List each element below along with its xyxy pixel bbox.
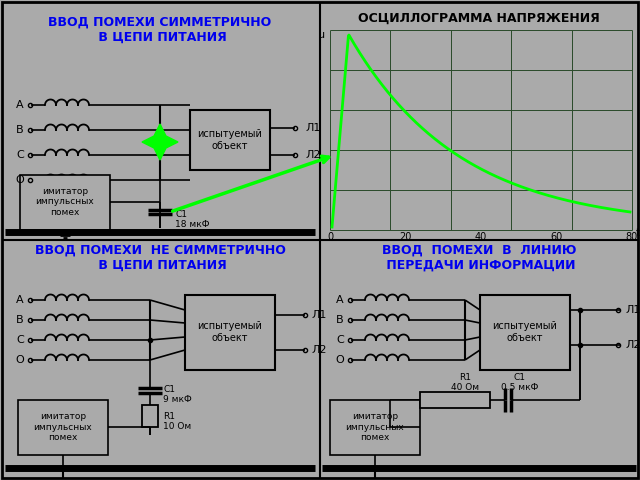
Text: испытуемый
объект: испытуемый объект [493, 321, 557, 343]
Text: R1
40 Ом: R1 40 Ом [451, 372, 479, 392]
Text: A: A [16, 295, 24, 305]
Bar [18, 400, 108, 455]
Text: Л1: Л1 [625, 305, 640, 315]
Text: ВВОД ПОМЕХИ  НЕ СИММЕТРИЧНО
 В ЦЕПИ ПИТАНИЯ: ВВОД ПОМЕХИ НЕ СИММЕТРИЧНО В ЦЕПИ ПИТАНИ… [35, 244, 285, 272]
Bar [480, 295, 570, 370]
Text: испытуемый
объект: испытуемый объект [198, 321, 262, 343]
Text: B: B [336, 315, 344, 325]
Bar [330, 400, 420, 455]
Bar [330, 30, 632, 230]
Text: A: A [336, 295, 344, 305]
Text: 40: 40 [475, 232, 487, 242]
Text: Л2: Л2 [311, 345, 326, 355]
Text: 60: 60 [550, 232, 563, 242]
Text: C: C [16, 150, 24, 160]
Text: C: C [336, 335, 344, 345]
Text: испытуемый
объект: испытуемый объект [198, 129, 262, 151]
Text: O: O [15, 355, 24, 365]
Bar [420, 392, 490, 408]
Text: С1
0.5 мкФ: С1 0.5 мкФ [501, 372, 539, 392]
Text: C: C [16, 335, 24, 345]
Bar [190, 110, 270, 170]
Text: B: B [16, 125, 24, 135]
Text: ВВОД ПОМЕХИ СИММЕТРИЧНО
 В ЦЕПИ ПИТАНИЯ: ВВОД ПОМЕХИ СИММЕТРИЧНО В ЦЕПИ ПИТАНИЯ [49, 16, 271, 44]
Text: 20: 20 [399, 232, 412, 242]
Text: ВВОД  ПОМЕХИ  В  ЛИНИЮ
 ПЕРЕДАЧИ ИНФОРМАЦИИ: ВВОД ПОМЕХИ В ЛИНИЮ ПЕРЕДАЧИ ИНФОРМАЦИИ [381, 244, 576, 272]
Text: Л1: Л1 [311, 310, 326, 320]
Text: A: A [16, 100, 24, 110]
Text: B: B [16, 315, 24, 325]
Text: Л2: Л2 [625, 340, 640, 350]
Text: O: O [335, 355, 344, 365]
Text: u: u [318, 30, 325, 40]
Text: С1
18 мкФ: С1 18 мкФ [175, 210, 209, 229]
Text: имитатор
импульсных
помех: имитатор импульсных помех [36, 187, 94, 217]
Text: t мкс: t мкс [636, 228, 640, 238]
Text: имитатор
импульсных
помех: имитатор импульсных помех [34, 412, 92, 442]
Text: 0: 0 [327, 232, 333, 242]
Text: С1
9 мкФ: С1 9 мкФ [163, 385, 192, 404]
Bar [142, 405, 158, 427]
Text: имитатор
импульсных
помех: имитатор импульсных помех [346, 412, 404, 442]
Polygon shape [142, 124, 178, 160]
Text: Л1: Л1 [305, 123, 321, 133]
Text: ОСЦИЛЛОГРАММА НАПРЯЖЕНИЯ: ОСЦИЛЛОГРАММА НАПРЯЖЕНИЯ [358, 12, 600, 24]
Text: R1
10 Ом: R1 10 Ом [163, 412, 191, 432]
Text: 80: 80 [626, 232, 638, 242]
Bar [185, 295, 275, 370]
Text: Л2: Л2 [305, 150, 321, 160]
Bar [20, 175, 110, 230]
Text: O: O [15, 175, 24, 185]
